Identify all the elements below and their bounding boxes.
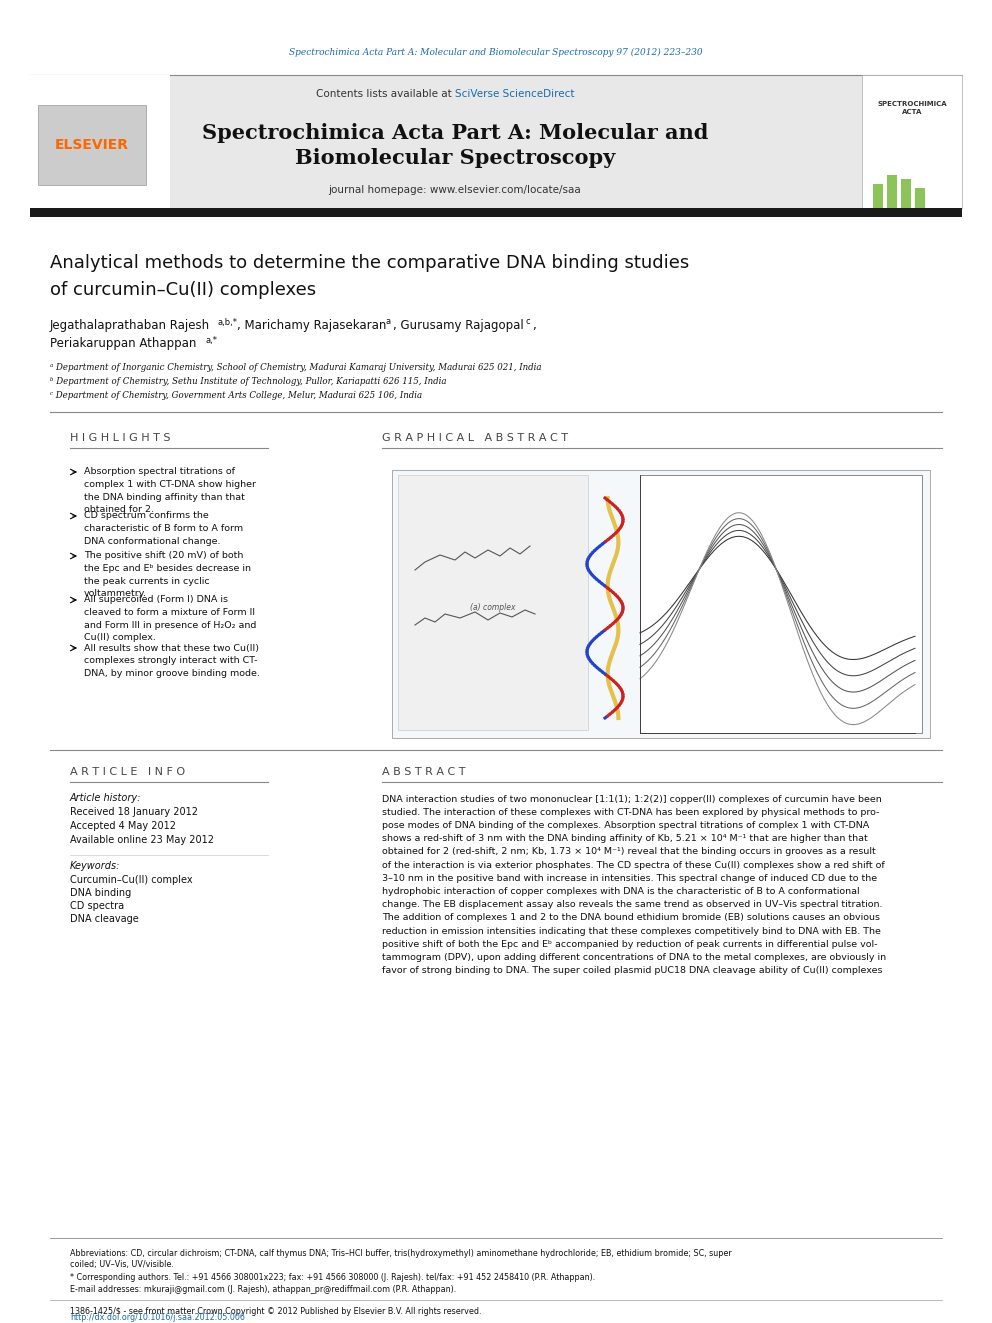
Text: Accepted 4 May 2012: Accepted 4 May 2012 xyxy=(70,822,176,831)
Text: Abbreviations: CD, circular dichroism; CT-DNA, calf thymus DNA; Tris–HCl buffer,: Abbreviations: CD, circular dichroism; C… xyxy=(70,1249,732,1257)
Text: http://dx.doi.org/10.1016/j.saa.2012.05.006: http://dx.doi.org/10.1016/j.saa.2012.05.… xyxy=(70,1314,245,1323)
Text: of curcumin–Cu(II) complexes: of curcumin–Cu(II) complexes xyxy=(50,280,316,299)
Text: Cu(II) complex.: Cu(II) complex. xyxy=(84,632,156,642)
Text: H I G H L I G H T S: H I G H L I G H T S xyxy=(70,433,171,443)
Text: DNA cleavage: DNA cleavage xyxy=(70,914,139,923)
Text: CD spectra: CD spectra xyxy=(70,901,124,912)
Bar xyxy=(30,75,962,208)
Bar xyxy=(873,184,883,208)
Text: E-mail addresses: mkuraji@gmail.com (J. Rajesh), athappan_pr@rediffmail.com (P.R: E-mail addresses: mkuraji@gmail.com (J. … xyxy=(70,1286,456,1294)
Text: 3–10 nm in the positive band with increase in intensities. This spectral change : 3–10 nm in the positive band with increa… xyxy=(382,873,877,882)
Text: complex 1 with CT-DNA show higher: complex 1 with CT-DNA show higher xyxy=(84,480,256,490)
Text: Biomolecular Spectroscopy: Biomolecular Spectroscopy xyxy=(295,148,615,168)
Text: tammogram (DPV), upon adding different concentrations of DNA to the metal comple: tammogram (DPV), upon adding different c… xyxy=(382,953,886,962)
Text: Available online 23 May 2012: Available online 23 May 2012 xyxy=(70,835,214,845)
Text: complexes strongly interact with CT-: complexes strongly interact with CT- xyxy=(84,656,258,665)
Text: characteristic of B form to A form: characteristic of B form to A form xyxy=(84,524,243,533)
Text: Contents lists available at: Contents lists available at xyxy=(316,89,455,99)
Text: All supercoiled (Form I) DNA is: All supercoiled (Form I) DNA is xyxy=(84,595,228,605)
Text: The addition of complexes 1 and 2 to the DNA bound ethidium bromide (EB) solutio: The addition of complexes 1 and 2 to the… xyxy=(382,913,880,922)
Text: ᵃ Department of Inorganic Chemistry, School of Chemistry, Madurai Kamaraj Univer: ᵃ Department of Inorganic Chemistry, Sch… xyxy=(50,364,542,373)
Text: ᶜ Department of Chemistry, Government Arts College, Melur, Madurai 625 106, Indi: ᶜ Department of Chemistry, Government Ar… xyxy=(50,392,423,401)
Text: DNA, by minor groove binding mode.: DNA, by minor groove binding mode. xyxy=(84,668,260,677)
Text: * Corresponding authors. Tel.: +91 4566 308001x223; fax: +91 4566 308000 (J. Raj: * Corresponding authors. Tel.: +91 4566 … xyxy=(70,1274,595,1282)
Text: cleaved to form a mixture of Form II: cleaved to form a mixture of Form II xyxy=(84,609,255,617)
Text: All results show that these two Cu(II): All results show that these two Cu(II) xyxy=(84,643,259,652)
Text: a: a xyxy=(385,318,390,327)
Text: a,b,*: a,b,* xyxy=(218,318,238,327)
Text: and Form III in presence of H₂O₂ and: and Form III in presence of H₂O₂ and xyxy=(84,620,256,630)
Bar xyxy=(901,179,911,208)
Text: A B S T R A C T: A B S T R A C T xyxy=(382,767,465,777)
Text: Spectrochimica Acta Part A: Molecular and Biomolecular Spectroscopy 97 (2012) 22: Spectrochimica Acta Part A: Molecular an… xyxy=(290,48,702,57)
Text: G R A P H I C A L   A B S T R A C T: G R A P H I C A L A B S T R A C T xyxy=(382,433,568,443)
Bar xyxy=(38,105,146,185)
Text: obtained for 2 (red-shift, 2 nm; Kb, 1.73 × 10⁴ M⁻¹) reveal that the binding occ: obtained for 2 (red-shift, 2 nm; Kb, 1.7… xyxy=(382,847,876,856)
Text: The positive shift (20 mV) of both: The positive shift (20 mV) of both xyxy=(84,552,243,561)
Text: , Marichamy Rajasekaran: , Marichamy Rajasekaran xyxy=(237,319,390,332)
Text: of the interaction is via exterior phosphates. The CD spectra of these Cu(II) co: of the interaction is via exterior phosp… xyxy=(382,860,885,869)
Bar xyxy=(887,175,897,208)
Text: shows a red-shift of 3 nm with the DNA binding affinity of Kb, 5.21 × 10⁴ M⁻¹ th: shows a red-shift of 3 nm with the DNA b… xyxy=(382,833,868,843)
Bar xyxy=(398,475,588,730)
Text: Periakaruppan Athappan: Periakaruppan Athappan xyxy=(50,337,200,351)
Text: hydrophobic interaction of copper complexes with DNA is the characteristic of B : hydrophobic interaction of copper comple… xyxy=(382,886,860,896)
Text: reduction in emission intensities indicating that these complexes competitively : reduction in emission intensities indica… xyxy=(382,926,881,935)
Text: Article history:: Article history: xyxy=(70,792,142,803)
Text: CD spectrum confirms the: CD spectrum confirms the xyxy=(84,512,208,520)
Text: coiled; UV–Vis, UV/visible.: coiled; UV–Vis, UV/visible. xyxy=(70,1261,174,1270)
Text: favor of strong binding to DNA. The super coiled plasmid pUC18 DNA cleavage abil: favor of strong binding to DNA. The supe… xyxy=(382,966,883,975)
Text: Analytical methods to determine the comparative DNA binding studies: Analytical methods to determine the comp… xyxy=(50,254,689,273)
Bar xyxy=(915,188,925,208)
Text: , Gurusamy Rajagopal: , Gurusamy Rajagopal xyxy=(393,319,528,332)
Text: voltammetry.: voltammetry. xyxy=(84,589,147,598)
Text: Received 18 January 2012: Received 18 January 2012 xyxy=(70,807,198,818)
Text: studied. The interaction of these complexes with CT-DNA has been explored by phy: studied. The interaction of these comple… xyxy=(382,808,879,816)
Text: ᵇ Department of Chemistry, Sethu Institute of Technology, Pullor, Kariapatti 626: ᵇ Department of Chemistry, Sethu Institu… xyxy=(50,377,446,386)
Text: positive shift of both the Epc and Eᵇ accompanied by reduction of peak currents : positive shift of both the Epc and Eᵇ ac… xyxy=(382,939,878,949)
Text: Spectrochimica Acta Part A: Molecular and: Spectrochimica Acta Part A: Molecular an… xyxy=(201,123,708,143)
Text: SciVerse ScienceDirect: SciVerse ScienceDirect xyxy=(455,89,574,99)
Text: the peak currents in cyclic: the peak currents in cyclic xyxy=(84,577,209,586)
Text: a,*: a,* xyxy=(205,336,217,344)
Bar xyxy=(30,208,962,217)
Text: SPECTROCHIMICA
ACTA: SPECTROCHIMICA ACTA xyxy=(877,102,946,115)
Text: A R T I C L E   I N F O: A R T I C L E I N F O xyxy=(70,767,186,777)
Text: Absorption spectral titrations of: Absorption spectral titrations of xyxy=(84,467,235,476)
Text: journal homepage: www.elsevier.com/locate/saa: journal homepage: www.elsevier.com/locat… xyxy=(328,185,581,194)
Bar xyxy=(640,475,922,733)
Text: the Epc and Eᵇ besides decrease in: the Epc and Eᵇ besides decrease in xyxy=(84,564,251,573)
Text: ELSEVIER: ELSEVIER xyxy=(55,138,129,152)
Text: c: c xyxy=(525,318,530,327)
Text: DNA binding: DNA binding xyxy=(70,888,131,898)
Text: ,: , xyxy=(532,319,536,332)
Text: obtained for 2.: obtained for 2. xyxy=(84,505,154,515)
Text: DNA interaction studies of two mononuclear [1:1(1); 1:2(2)] copper(II) complexes: DNA interaction studies of two mononucle… xyxy=(382,795,882,803)
Text: the DNA binding affinity than that: the DNA binding affinity than that xyxy=(84,492,245,501)
Text: 1386-1425/$ - see front matter Crown Copyright © 2012 Published by Elsevier B.V.: 1386-1425/$ - see front matter Crown Cop… xyxy=(70,1307,481,1315)
Bar xyxy=(862,75,962,208)
Text: Curcumin–Cu(II) complex: Curcumin–Cu(II) complex xyxy=(70,875,192,885)
Text: pose modes of DNA binding of the complexes. Absorption spectral titrations of co: pose modes of DNA binding of the complex… xyxy=(382,820,869,830)
Text: change. The EB displacement assay also reveals the same trend as observed in UV–: change. The EB displacement assay also r… xyxy=(382,900,883,909)
Bar xyxy=(30,75,170,208)
Text: Keywords:: Keywords: xyxy=(70,861,120,871)
Text: (a) complex: (a) complex xyxy=(470,603,516,613)
Text: DNA conformational change.: DNA conformational change. xyxy=(84,537,220,545)
Bar xyxy=(392,470,930,738)
Text: Jegathalaprathaban Rajesh: Jegathalaprathaban Rajesh xyxy=(50,319,214,332)
